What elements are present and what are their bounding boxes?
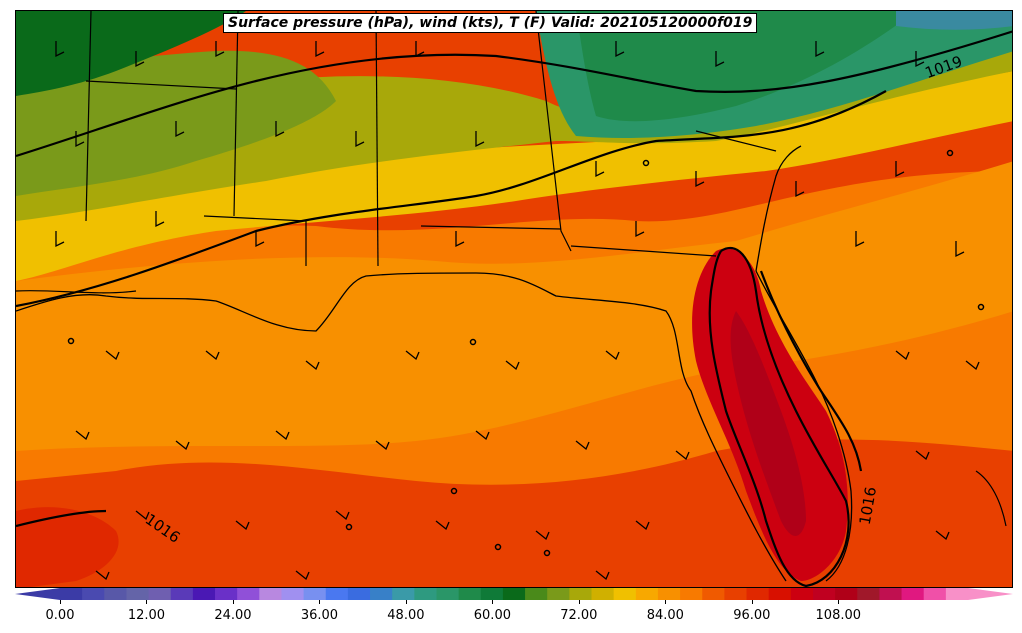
colorbar-segment (569, 588, 593, 600)
colorbar-segment (835, 588, 858, 600)
colorbar-tick-label: 0.00 (45, 608, 75, 623)
colorbar-tick-label: 48.00 (387, 608, 425, 623)
temperature-fill-olive (16, 31, 1012, 221)
colorbar-segment (790, 588, 814, 600)
isobar-lines (16, 30, 1012, 587)
colorbar-segment (724, 588, 748, 600)
colorbar-segment (591, 588, 615, 600)
colorbar-tick-label: 84.00 (646, 608, 684, 623)
colorbar-segment (458, 588, 482, 600)
temperature-fill-teal (896, 11, 1012, 30)
colorbar-extend-high (968, 588, 1013, 600)
temperature-fill-florida-core (730, 311, 806, 536)
colorbar-tick-mark (578, 600, 580, 604)
colorbar-segment (104, 588, 127, 600)
colorbar-segment (82, 588, 105, 600)
colorbar-segment (148, 588, 172, 600)
colorbar-segment (901, 588, 925, 600)
map-title: Surface pressure (hPa), wind (kts), T (F… (223, 13, 758, 33)
colorbar-segment (680, 588, 703, 600)
colorbar-tick-mark (60, 600, 61, 604)
colorbar-tick-label: 24.00 (214, 608, 252, 623)
colorbar-tick-mark (665, 600, 667, 604)
colorbar-segment (259, 588, 282, 600)
state-borders (16, 11, 777, 294)
colorbar-ticks: 0.00 12.00 24.00 36.00 48.00 60.00 72.00 84.00 9… (0, 600, 1022, 633)
colorbar-segment (215, 588, 238, 600)
bahamas-outline (975, 470, 1007, 527)
colorbar-segment (657, 588, 681, 600)
colorbar-segment (281, 588, 305, 600)
colorbar-segment (857, 588, 880, 600)
colorbar-segment (812, 588, 836, 600)
colorbar-segment (923, 588, 947, 600)
calm-wind-circles (67, 149, 985, 557)
colorbar-tick-label: 36.00 (300, 608, 339, 623)
colorbar-segment (237, 588, 260, 600)
colorbar-segment (60, 588, 83, 600)
temperature-fill-green-dark (16, 11, 246, 96)
colorbar-tick-label: 60.00 (473, 608, 511, 623)
colorbar-segment (370, 588, 393, 600)
colorbar-segment (436, 588, 460, 600)
colorbar-segment (126, 588, 150, 600)
temperature-colorbar (15, 588, 1013, 600)
gulf-coastline (16, 145, 802, 582)
colorbar-tick-mark (492, 600, 494, 604)
colorbar-tick-label: 12.00 (127, 608, 166, 623)
weather-map: 1019 1016 1016 (15, 10, 1013, 588)
colorbar-segment (347, 588, 371, 600)
map-canvas: 1019 1016 1016 (16, 11, 1012, 587)
wind-barbs (55, 41, 980, 581)
colorbar-tick-label: 96.00 (733, 608, 771, 623)
colorbar-segment (635, 588, 659, 600)
colorbar-segment (414, 588, 437, 600)
colorbar-segment (192, 588, 216, 600)
colorbar-segment (768, 588, 792, 600)
colorbar-segment (303, 588, 327, 600)
colorbar-segment (502, 588, 526, 600)
temperature-fill-southwest (16, 507, 119, 587)
colorbar-tick-mark (146, 600, 148, 604)
colorbar-segment (879, 588, 903, 600)
colorbar-segment (480, 588, 504, 600)
colorbar-segment (702, 588, 725, 600)
colorbar-tick-mark (405, 600, 407, 604)
colorbar-extend-low (15, 588, 60, 600)
colorbar-segment (170, 588, 194, 600)
colorbar-tick-label: 72.00 (560, 608, 598, 623)
colorbar-segment (613, 588, 637, 600)
colorbar-tick-label: 108.00 (815, 608, 862, 623)
colorbar-segment (325, 588, 349, 600)
colorbar-segment (547, 588, 570, 600)
colorbar-segment (945, 588, 969, 600)
colorbar-tick-mark (838, 600, 840, 604)
colorbar-tick-mark (751, 600, 753, 604)
temperature-fill-green-dark-east (576, 11, 916, 122)
colorbar-tick-mark (232, 600, 234, 604)
colorbar-segment (746, 588, 770, 600)
colorbar-segment (392, 588, 415, 600)
colorbar-segment (525, 588, 548, 600)
colorbar-tick-mark (319, 600, 321, 604)
